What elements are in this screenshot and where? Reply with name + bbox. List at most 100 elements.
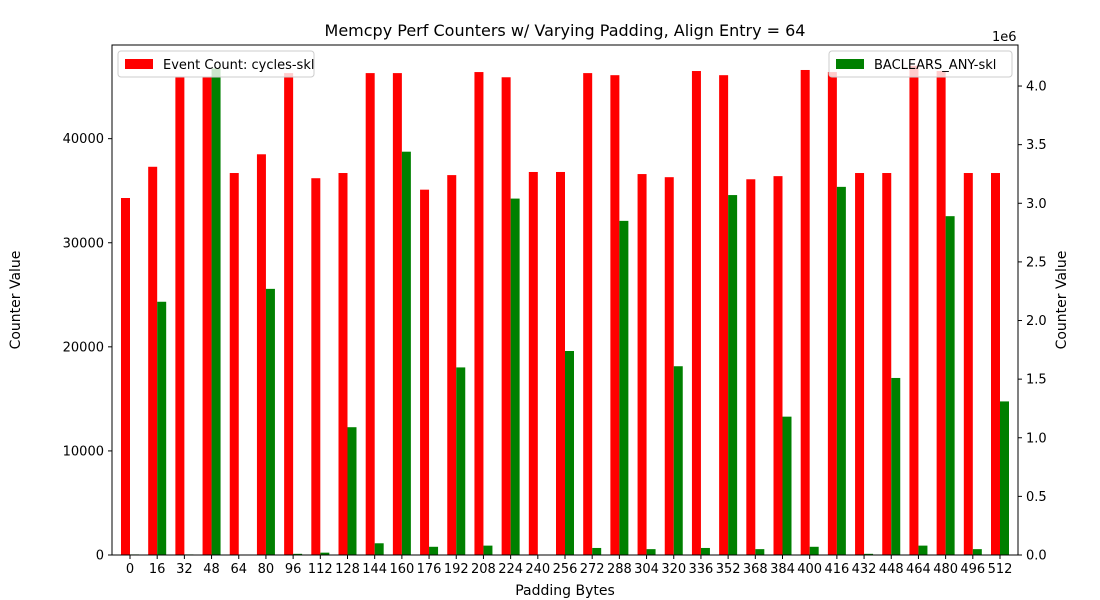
x-tick-label: 160 — [389, 562, 414, 577]
x-tick-label: 368 — [743, 562, 768, 577]
baclears-bar — [891, 377, 901, 555]
y-left-tick-label: 20000 — [63, 340, 104, 355]
cycles-bar — [338, 173, 348, 556]
baclears-bar — [211, 68, 221, 555]
x-tick-label: 80 — [258, 562, 275, 577]
x-tick-label: 400 — [797, 562, 822, 577]
cycles-bar — [175, 77, 185, 555]
cycles-bar — [311, 178, 321, 555]
cycles-bar — [256, 154, 266, 556]
baclears-bar — [782, 416, 792, 555]
baclears-bar — [1000, 401, 1009, 555]
cycles-bar — [800, 69, 810, 556]
x-tick-label: 64 — [230, 562, 247, 577]
x-tick-label: 144 — [362, 562, 387, 577]
legend-swatch — [836, 59, 864, 69]
baclears-bar — [483, 545, 493, 555]
y-right-tick-label: 1.0 — [1026, 431, 1047, 446]
chart-title: Memcpy Perf Counters w/ Varying Padding,… — [325, 21, 806, 40]
cycles-bar — [583, 73, 593, 555]
cycles-bar — [528, 171, 538, 555]
x-tick-label: 48 — [203, 562, 220, 577]
cycles-bar — [392, 73, 402, 555]
y-left-tick-label: 30000 — [63, 236, 104, 251]
x-tick-label: 304 — [634, 562, 659, 577]
baclears-bar — [700, 547, 710, 555]
legend-box — [828, 50, 1013, 78]
x-tick-label: 288 — [607, 562, 632, 577]
cycles-bar — [202, 77, 212, 555]
right-axis-offset-text: 1e6 — [992, 30, 1017, 45]
cycles-bar — [420, 189, 430, 555]
cycles-bar — [637, 174, 647, 555]
x-tick-label: 256 — [553, 562, 578, 577]
cycles-bar — [664, 177, 674, 556]
cycles-bar — [447, 175, 457, 555]
baclears-bar — [592, 547, 602, 555]
y-right-tick-label: 0.5 — [1026, 490, 1047, 505]
baclears-bar — [836, 186, 846, 556]
cycles-bar — [991, 173, 1000, 556]
baclears-bar — [864, 553, 874, 555]
baclears-bar — [320, 552, 330, 555]
y-right-tick-label: 1.5 — [1026, 373, 1047, 388]
x-tick-label: 352 — [716, 562, 741, 577]
baclears-bar — [619, 220, 629, 556]
baclears-bar — [265, 288, 275, 555]
x-tick-label: 384 — [770, 562, 795, 577]
baclears-bar — [293, 553, 303, 555]
x-tick-label: 240 — [525, 562, 550, 577]
baclears-bar — [347, 427, 357, 555]
x-tick-label: 0 — [126, 562, 134, 577]
y-right-tick-label: 4.0 — [1026, 80, 1047, 95]
cycles-bar — [556, 171, 565, 555]
y-right-tick-label: 3.5 — [1026, 138, 1047, 153]
baclears-bar — [809, 546, 819, 555]
cycles-bar — [963, 173, 973, 556]
x-tick-label: 480 — [933, 562, 958, 577]
x-tick-label: 176 — [417, 562, 442, 577]
cycles-bar — [365, 73, 375, 555]
cycles-bar — [284, 73, 294, 555]
baclears-bar — [565, 351, 574, 555]
cycles-bar — [909, 65, 919, 555]
cycles-bar — [773, 176, 783, 555]
y-axis-right-label: Counter Value — [1054, 251, 1070, 350]
baclears-bar — [673, 366, 683, 555]
cycles-bar — [474, 72, 484, 556]
x-tick-label: 464 — [906, 562, 931, 577]
x-tick-label: 336 — [689, 562, 714, 577]
cycles-bar — [121, 198, 130, 555]
y-axis-left-label: Counter Value — [8, 251, 24, 350]
baclears-bar — [918, 545, 928, 555]
x-tick-label: 128 — [335, 562, 360, 577]
baclears-bar — [945, 216, 955, 555]
legend-swatch — [125, 59, 153, 69]
cycles-bar — [719, 75, 729, 556]
baclears-bar — [456, 367, 466, 555]
x-tick-label: 320 — [661, 562, 686, 577]
baclears-bar — [646, 549, 656, 555]
x-tick-label: 112 — [308, 562, 333, 577]
x-tick-label: 32 — [176, 562, 193, 577]
baclears-bar — [755, 549, 765, 555]
y-left-tick-label: 10000 — [63, 444, 104, 459]
baclears-bar — [374, 543, 384, 555]
x-tick-label: 272 — [580, 562, 605, 577]
cycles-bar — [746, 179, 756, 555]
x-tick-label: 448 — [879, 562, 904, 577]
cycles-bar — [827, 72, 837, 556]
baclears-bar — [728, 195, 738, 555]
y-left-tick-label: 40000 — [63, 132, 104, 147]
cycles-bar — [691, 71, 701, 555]
cycles-bar — [501, 77, 511, 555]
legend: Event Count: cycles-skl — [117, 50, 315, 78]
baclears-bar — [429, 546, 439, 555]
cycles-bar — [610, 75, 620, 556]
baclears-bar — [157, 301, 167, 555]
cycles-bar — [936, 71, 946, 555]
plot-area: 0 16 32 48 64 80 96 112 128 144 160 176 192 208 224 240… — [63, 44, 1047, 577]
legend-label: BACLEARS_ANY-skl — [874, 58, 996, 73]
baclears-bar — [972, 549, 982, 555]
